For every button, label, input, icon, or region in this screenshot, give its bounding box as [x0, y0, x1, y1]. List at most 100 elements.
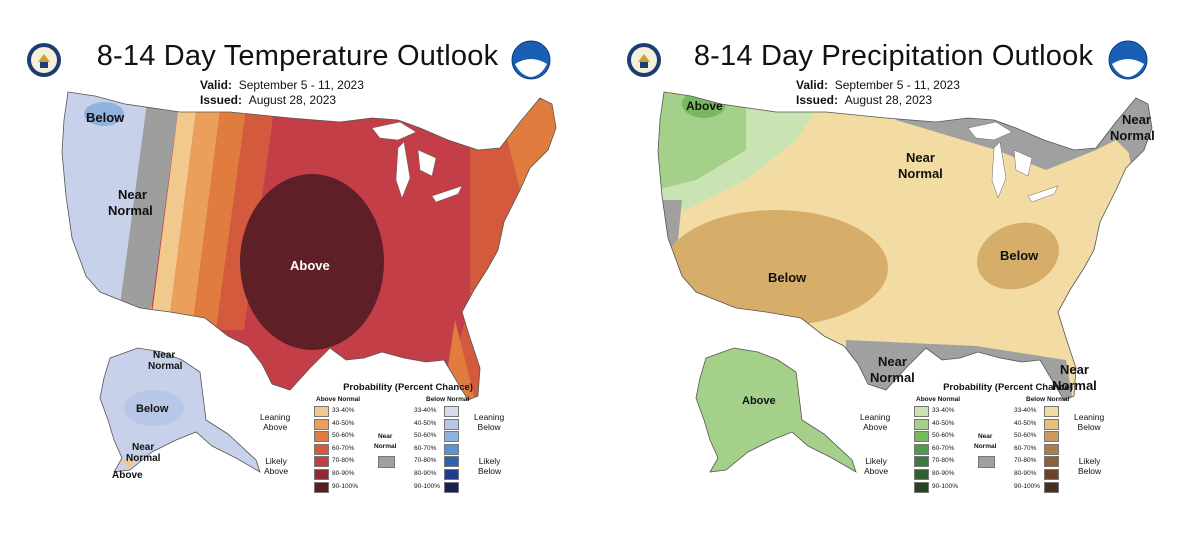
legend-range-above-2: 50-60% — [332, 432, 355, 440]
noaa-logo-icon — [511, 40, 551, 80]
legend-swatch-below-4 — [444, 456, 459, 468]
legend-range-below-5: 80-90% — [414, 470, 437, 477]
legend-leaning-below: Leaning Below — [474, 412, 505, 432]
legend-swatch-above-1 — [914, 418, 929, 430]
precipitation-title: 8-14 Day Precipitation Outlook — [693, 40, 1094, 72]
legend-range-above-5: 80-90% — [332, 470, 355, 477]
legend-range-above-3: 60-70% — [332, 444, 355, 452]
legend-leaning-above: Leaning Above — [260, 412, 291, 432]
legend-swatch-above-2 — [914, 431, 929, 443]
legend-swatch-above-5 — [914, 469, 929, 480]
legend-swatch-below-0 — [1044, 406, 1059, 417]
label-ak-near: Near — [153, 350, 175, 361]
legend-above-head: Above Normal — [916, 396, 961, 403]
legend-swatch-below-2 — [444, 431, 459, 443]
legend-swatch-above-3 — [314, 443, 329, 455]
legend-swatch-above-5 — [314, 469, 329, 480]
label-normal-fl: Normal — [1052, 378, 1097, 393]
legend-swatch-below-1 — [1044, 418, 1059, 430]
lake-erie — [1027, 185, 1059, 203]
legend-swatch-below-4 — [1044, 456, 1059, 468]
legend-range-above-2: 50-60% — [932, 432, 955, 440]
precipitation-map: Above Near Normal Near Normal Below Belo… — [657, 91, 1155, 473]
label-ak-near-2: Near — [132, 442, 154, 453]
legend-swatch-below-6 — [1044, 481, 1059, 493]
legend-range-above-6: 90-100% — [932, 482, 959, 490]
lake-superior — [967, 121, 1013, 141]
temperature-dates: Valid: September 5 - 11, 2023 Issued: Au… — [200, 78, 364, 108]
issued-value: August 28, 2023 — [844, 93, 933, 107]
alaska-shape — [695, 347, 857, 473]
legend-swatch-below-2 — [1044, 431, 1059, 443]
lake-huron — [1013, 149, 1033, 177]
label-normal-ne: Normal — [1110, 128, 1155, 143]
label-below-sw: Below — [768, 270, 807, 285]
legend-range-above-5: 80-90% — [932, 470, 955, 477]
label-normal-west: Normal — [108, 203, 153, 218]
legend-title: Probability (Percent Chance) — [343, 382, 473, 393]
legend-range-above-6: 90-100% — [332, 482, 359, 490]
legend-range-below-3: 60-70% — [414, 444, 437, 452]
legend-swatch-above-0 — [314, 406, 329, 417]
temperature-map: Below Near Normal Above Near Normal Belo… — [61, 91, 557, 481]
valid-value: September 5 - 11, 2023 — [834, 78, 960, 92]
legend-swatch-above-0 — [914, 406, 929, 417]
legend-range-below-0: 33-40% — [414, 407, 437, 414]
label-normal-south: Normal — [870, 370, 915, 385]
label-ak-normal: Normal — [148, 361, 183, 372]
lake-superior — [371, 121, 417, 141]
precipitation-legend: Probability (Percent Chance) Above Norma… — [858, 382, 1158, 502]
legend-swatch-above-4 — [914, 456, 929, 468]
alaska-below-area — [124, 390, 184, 426]
legend-range-below-1: 40-50% — [1014, 419, 1037, 427]
legend-swatch-below-5 — [444, 469, 459, 480]
legend-range-below-1: 40-50% — [414, 419, 437, 427]
legend-below-head: Below Normal — [1026, 396, 1070, 403]
legend-swatch-below-1 — [444, 418, 459, 430]
issued-value: August 28, 2023 — [248, 93, 337, 107]
label-above-center: Above — [290, 258, 330, 273]
legend-range-below-5: 80-90% — [1014, 470, 1037, 477]
commerce-seal-icon — [27, 43, 61, 77]
legend-near-normal: Near Normal — [374, 433, 397, 450]
issued-label: Issued: — [200, 93, 243, 107]
legend-range-above-0: 33-40% — [932, 407, 955, 414]
valid-label: Valid: — [796, 78, 829, 92]
legend-leaning-below: Leaning Below — [1074, 412, 1105, 432]
legend-range-below-0: 33-40% — [1014, 407, 1037, 414]
legend-range-below-6: 90-100% — [1014, 482, 1041, 490]
label-above-nw: Above — [686, 99, 723, 113]
temperature-outlook-panel: Below Near Normal Above Near Normal Belo… — [0, 0, 595, 548]
legend-range-above-1: 40-50% — [932, 419, 955, 427]
legend-range-above-3: 60-70% — [932, 444, 955, 452]
label-near-ne: Near — [1122, 112, 1151, 127]
legend-swatch-below-5 — [1044, 469, 1059, 480]
legend-swatch-above-4 — [314, 456, 329, 468]
legend-above-head: Above Normal — [316, 396, 361, 403]
legend-range-above-4: 70-80% — [932, 457, 955, 465]
legend-range-above-0: 33-40% — [332, 407, 355, 414]
issued-label: Issued: — [796, 93, 839, 107]
lake-michigan — [991, 141, 1007, 199]
legend-likely-below: Likely Below — [478, 456, 502, 476]
legend-likely-above: Likely Above — [264, 456, 289, 476]
label-near-fl: Near — [1060, 362, 1089, 377]
legend-swatch-below-6 — [444, 481, 459, 493]
temperature-legend: Probability (Percent Chance) Above Norma… — [258, 382, 558, 502]
legend-range-below-2: 50-60% — [414, 432, 437, 440]
label-ak-normal-2: Normal — [126, 453, 161, 464]
temperature-title: 8-14 Day Temperature Outlook — [96, 40, 499, 72]
alaska-above-area — [120, 458, 136, 468]
label-ak-above: Above — [742, 395, 776, 407]
legend-near-swatch — [378, 456, 395, 468]
legend-likely-above: Likely Above — [864, 456, 889, 476]
legend-swatch-above-6 — [914, 481, 929, 493]
precipitation-outlook-panel: Above Near Normal Near Normal Below Belo… — [596, 0, 1191, 548]
legend-swatch-above-2 — [314, 431, 329, 443]
legend-swatch-above-1 — [314, 418, 329, 430]
legend-leaning-above: Leaning Above — [860, 412, 891, 432]
lake-erie — [431, 185, 463, 203]
legend-swatch-below-0 — [444, 406, 459, 417]
lake-michigan — [395, 141, 411, 199]
legend-near-normal: Near Normal — [974, 433, 997, 450]
